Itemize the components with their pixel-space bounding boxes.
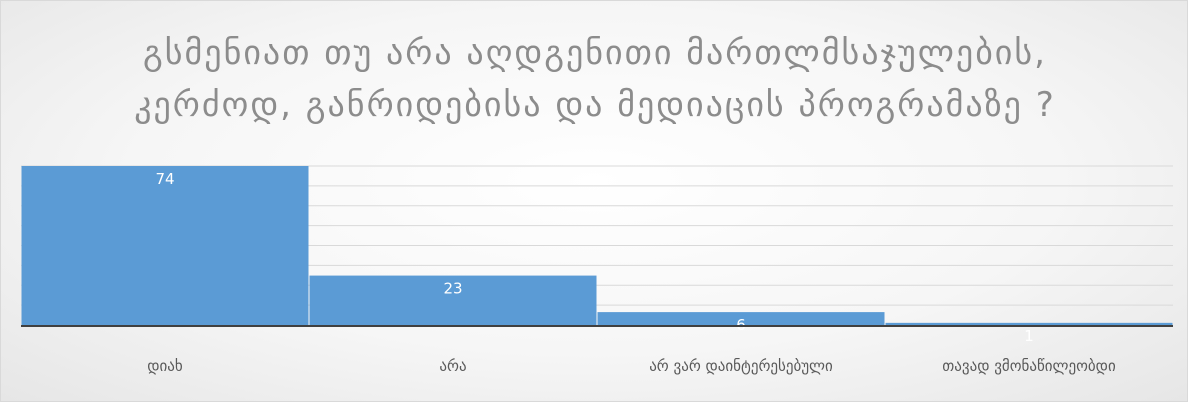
category-label-1: დიახ xyxy=(147,357,183,375)
category-label-3: არ ვარ დაინტერესებული xyxy=(649,357,833,375)
data-label-2: 23 xyxy=(443,280,462,298)
bar-3 xyxy=(597,312,885,325)
bar-series xyxy=(21,166,1173,325)
chart-title: გსმენიათ თუ არა აღდგენითი მართლმსაჯულები… xyxy=(134,33,1056,125)
category-labels: დიახ არა არ ვარ დაინტერესებული თავად ვმონაწ… xyxy=(147,357,1116,375)
category-label-4: თავად ვმონაწილეობდი xyxy=(942,357,1116,375)
bar-1 xyxy=(21,166,309,325)
bar-2 xyxy=(309,275,597,325)
category-label-2: არა xyxy=(439,357,466,375)
data-label-4: 1 xyxy=(1024,327,1034,345)
bar-4 xyxy=(885,322,1173,325)
data-label-1: 74 xyxy=(155,170,174,188)
